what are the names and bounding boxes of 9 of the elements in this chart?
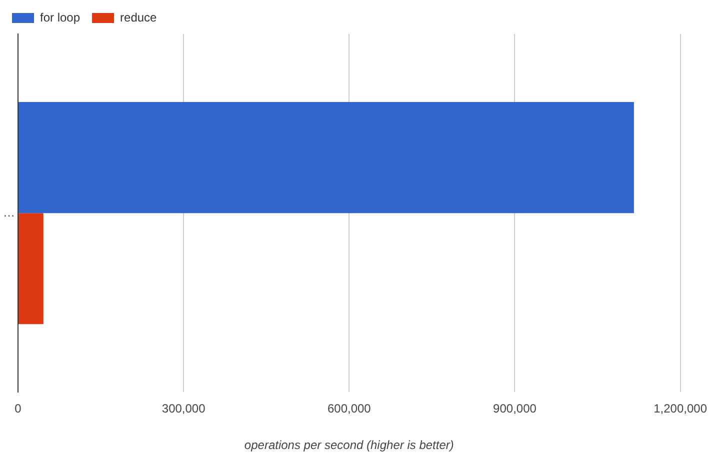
- x-tick-label: 600,000: [327, 402, 372, 416]
- x-tick-label: 300,000: [162, 402, 206, 416]
- y-tick-label: …: [3, 205, 15, 220]
- x-tick-label: 0: [14, 402, 22, 416]
- x-tick-label: 1,200,000: [654, 402, 708, 416]
- x-tick-label: 900,000: [493, 402, 537, 416]
- legend-label: reduce: [120, 10, 158, 24]
- legend-label: for loop: [40, 10, 80, 24]
- x-axis-title: operations per second (higher is better): [244, 438, 454, 452]
